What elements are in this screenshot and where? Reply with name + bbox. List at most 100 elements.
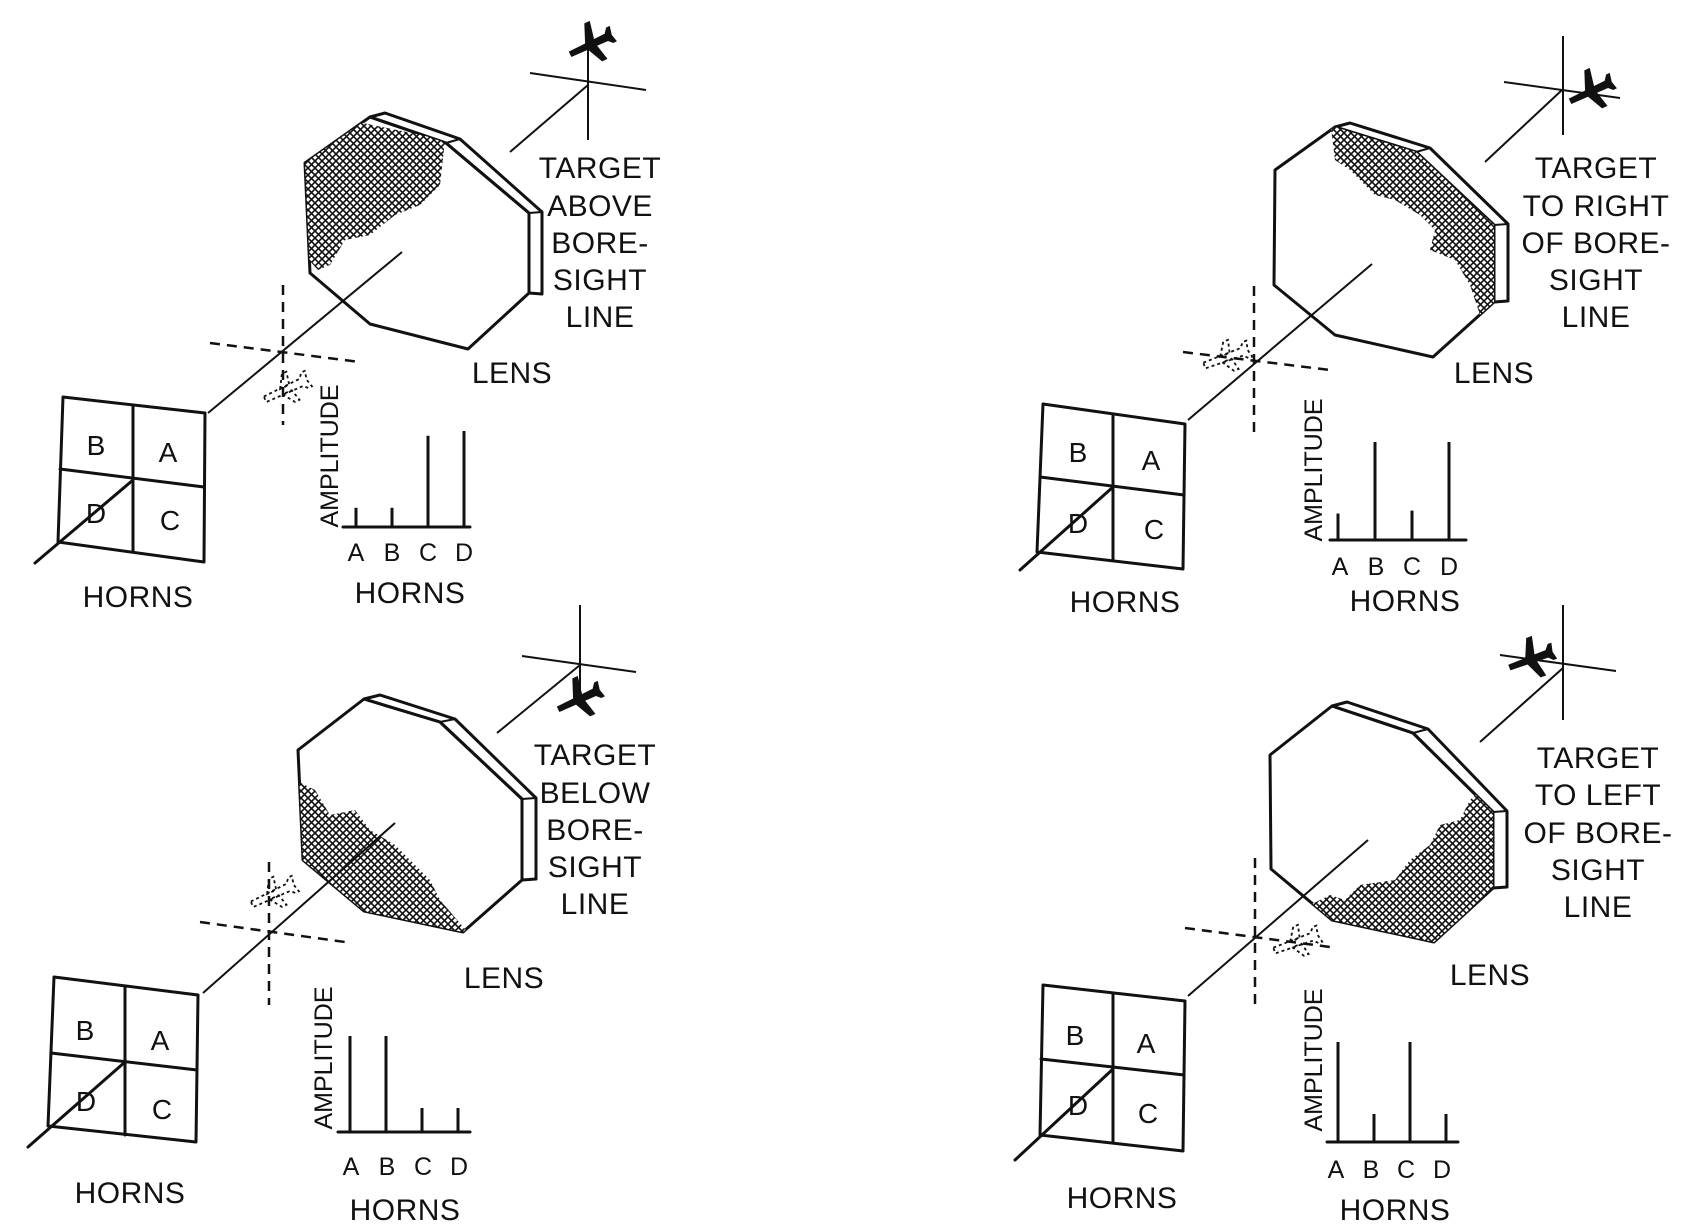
- amplitude-axis-label: AMPLITUDE: [1300, 988, 1328, 1131]
- horn-array: B A D C: [26, 975, 200, 1149]
- bar-label-a: A: [1332, 553, 1349, 581]
- panel-target-below: TARGET BELOW BORE- SIGHT LINE LENS B A D…: [26, 605, 656, 1227]
- ghost-aircraft: [1272, 923, 1324, 957]
- amplitude-axis-label: AMPLITUDE: [1300, 398, 1328, 541]
- target-label-line: SIGHT: [553, 264, 647, 297]
- target-label-line: LINE: [1564, 891, 1633, 924]
- target-label-line: BORE-: [546, 814, 644, 847]
- amplitude-chart: AMPLITUDE A B C D HORNS: [1300, 988, 1460, 1227]
- horns-label: HORNS: [1070, 586, 1181, 619]
- bar-label-b: B: [379, 1153, 396, 1181]
- target-label-line: BORE-: [551, 227, 649, 260]
- target-label-line: SIGHT: [1551, 854, 1645, 887]
- target-label-line: SIGHT: [548, 851, 642, 884]
- lens-face: [303, 115, 531, 351]
- horn-cell-c: C: [1138, 1098, 1158, 1129]
- target-label-line: LINE: [566, 301, 635, 334]
- horn-cell-a: A: [1137, 1028, 1156, 1059]
- amplitude-chart: AMPLITUDE A B C D HORNS: [1300, 398, 1468, 618]
- horn-cell-c: C: [152, 1094, 172, 1125]
- target-aircraft: [556, 675, 605, 717]
- lens-above: [303, 111, 544, 351]
- panel-target-left: TARGET TO LEFT OF BORE- SIGHT LINE LENS …: [1013, 605, 1672, 1227]
- amplitude-chart: AMPLITUDE A B C D HORNS: [316, 384, 473, 610]
- ghost-aircraft: [1202, 338, 1254, 372]
- horn-cell-c: C: [160, 505, 180, 536]
- lens-illumination: [305, 117, 445, 270]
- horn-array: B A D C: [33, 395, 207, 565]
- lens-label: LENS: [464, 962, 544, 995]
- target-label-line: LINE: [1562, 301, 1631, 334]
- target-aircraft: [1568, 67, 1617, 109]
- target-label-line: BELOW: [540, 777, 651, 810]
- bar-label-a: A: [343, 1153, 360, 1181]
- horn-cell-d: D: [1068, 508, 1088, 539]
- horn-cell-d: D: [86, 498, 106, 529]
- target-label: TARGET TO RIGHT OF BORE- SIGHT LINE: [1521, 152, 1670, 334]
- target-label-line: SIGHT: [1549, 264, 1643, 297]
- bar-label-d: D: [1433, 1156, 1451, 1184]
- target-label-line: TO LEFT: [1535, 779, 1661, 812]
- target-label-line: OF BORE-: [1521, 227, 1670, 260]
- bar-label-c: C: [419, 539, 437, 567]
- amplitude-axis-label: AMPLITUDE: [310, 986, 338, 1129]
- ghost-aircraft: [262, 369, 314, 404]
- target-label: TARGET TO LEFT OF BORE- SIGHT LINE: [1523, 742, 1672, 924]
- lens-left: [1268, 700, 1509, 944]
- amplitude-bars: [1336, 1042, 1448, 1142]
- bar-axis-label: HORNS: [355, 577, 466, 610]
- bar-label-b: B: [1363, 1156, 1380, 1184]
- lens-below: [296, 693, 538, 934]
- bar-label-c: C: [1403, 553, 1421, 581]
- target-label-line: TO RIGHT: [1523, 190, 1670, 223]
- target-label-line: TARGET: [534, 739, 656, 772]
- horns-label: HORNS: [75, 1177, 186, 1210]
- bar-label-a: A: [1328, 1156, 1345, 1184]
- target-label: TARGET BELOW BORE- SIGHT LINE: [534, 739, 656, 921]
- horns-label: HORNS: [1067, 1182, 1178, 1215]
- lens-illumination: [298, 780, 470, 932]
- target-label: TARGET ABOVE BORE- SIGHT LINE: [539, 152, 661, 334]
- bar-label-c: C: [1397, 1156, 1415, 1184]
- lens-label: LENS: [1450, 959, 1530, 992]
- target-label-line: LINE: [561, 888, 630, 921]
- bar-axis-label: HORNS: [1340, 1194, 1451, 1227]
- horn-cell-d: D: [1068, 1090, 1088, 1121]
- target-label-line: TARGET: [539, 152, 661, 185]
- bar-label-d: D: [1440, 553, 1458, 581]
- lens-illumination: [1330, 127, 1494, 315]
- horn-cell-a: A: [159, 437, 178, 468]
- target-label-line: TARGET: [1535, 152, 1657, 185]
- target-aircraft: [1508, 635, 1558, 678]
- lens-right: [1272, 121, 1510, 359]
- lens-illumination: [1310, 790, 1493, 942]
- horn-cell-d: D: [76, 1086, 96, 1117]
- horns-label: HORNS: [83, 581, 194, 614]
- horn-cell-b: B: [1069, 437, 1088, 468]
- amplitude-bars: [354, 431, 466, 527]
- horn-cell-a: A: [151, 1025, 170, 1056]
- target-aircraft: [568, 20, 617, 62]
- amplitude-chart: AMPLITUDE A B C D HORNS: [310, 986, 472, 1227]
- lens-label: LENS: [472, 357, 552, 390]
- bar-label-d: D: [455, 539, 473, 567]
- horn-cell-b: B: [87, 430, 106, 461]
- panel-target-above: TARGET ABOVE BORE- SIGHT LINE LENS B A D…: [33, 20, 661, 614]
- panel-target-right: TARGET TO RIGHT OF BORE- SIGHT LINE LENS…: [1018, 36, 1670, 619]
- bar-axis-label: HORNS: [1350, 585, 1461, 618]
- lens-label: LENS: [1454, 357, 1534, 390]
- horn-cell-b: B: [1066, 1020, 1085, 1051]
- bar-axis-label: HORNS: [350, 1194, 461, 1227]
- amplitude-bars: [1336, 442, 1451, 540]
- horn-cell-c: C: [1144, 514, 1164, 545]
- bar-label-d: D: [450, 1153, 468, 1181]
- bar-label-c: C: [414, 1153, 432, 1181]
- bar-label-a: A: [348, 539, 365, 567]
- bar-label-b: B: [384, 539, 401, 567]
- target-label-line: ABOVE: [547, 190, 653, 223]
- amplitude-axis-label: AMPLITUDE: [316, 384, 344, 527]
- boresight-line: [207, 251, 403, 414]
- ghost-aircraft: [249, 874, 301, 909]
- target-label-line: TARGET: [1537, 742, 1659, 775]
